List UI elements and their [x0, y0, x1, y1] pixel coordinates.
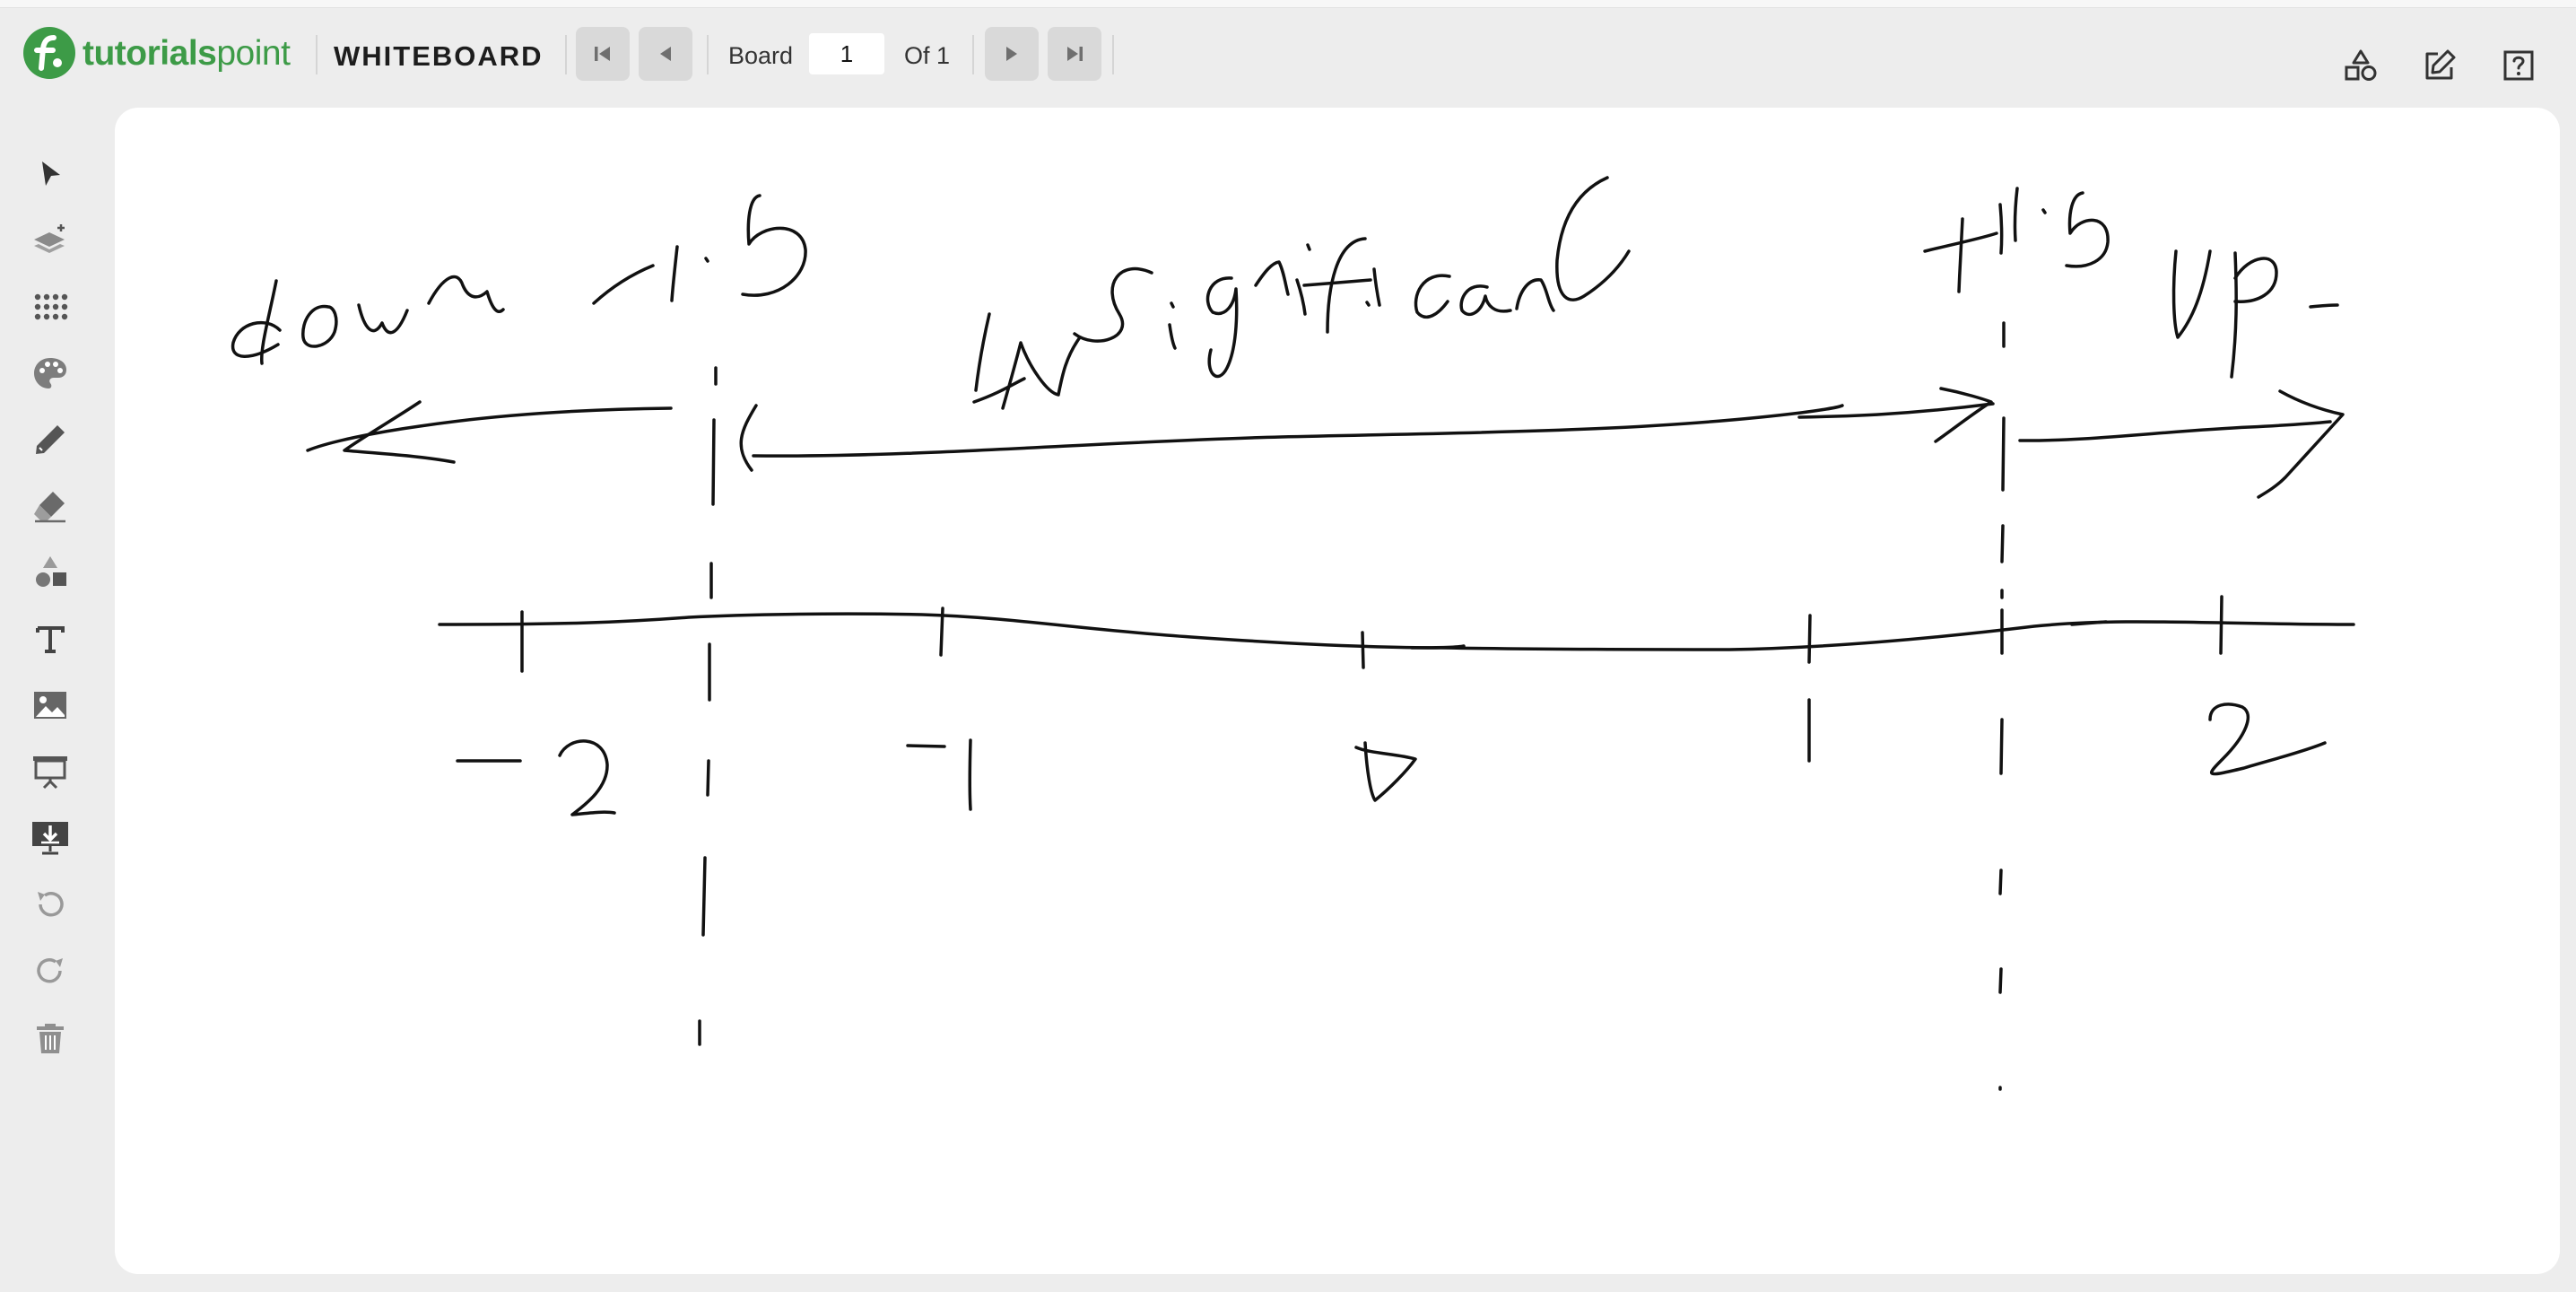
undo-icon: [38, 892, 64, 917]
edit-button[interactable]: [2415, 40, 2465, 91]
eraser-tool-button[interactable]: [25, 481, 75, 531]
header-divider: [565, 35, 567, 74]
board-number-input[interactable]: [809, 33, 884, 74]
clear-board-button[interactable]: [25, 1012, 75, 1062]
download-screen-icon: [32, 822, 68, 855]
header-toolbar: tutorialspoint WHITEBOARD Board Of 1: [0, 8, 2576, 98]
header-divider: [316, 35, 318, 74]
app-title: WHITEBOARD: [334, 40, 544, 72]
color-palette-icon: [34, 358, 66, 388]
dashed-line-plus-1-5: [1998, 321, 2006, 1091]
text-tool-button[interactable]: [25, 614, 75, 664]
layers-add-button[interactable]: [25, 215, 75, 266]
tick-label-2: [2208, 703, 2327, 776]
center-double-arrow-insignificant: [739, 387, 1995, 472]
presentation-tool-button[interactable]: [25, 746, 75, 797]
handwritten-insignificant-label: [972, 176, 1631, 410]
logo-wordmark: tutorialspoint: [83, 33, 291, 73]
logo-badge-icon: [23, 27, 75, 79]
board-label: Board: [728, 42, 794, 69]
window-bottom-edge: [0, 1278, 2576, 1292]
color-palette-button[interactable]: [25, 348, 75, 398]
play-back-icon: [660, 47, 671, 61]
help-button[interactable]: [2493, 40, 2544, 91]
header-divider: [707, 35, 709, 74]
number-line-axis: [438, 595, 2355, 673]
help-icon: [2503, 50, 2534, 81]
header-divider: [972, 35, 974, 74]
edit-icon: [2425, 49, 2456, 80]
left-arrow-down-region: [306, 400, 673, 464]
download-screen-button[interactable]: [25, 813, 75, 863]
shapes-icon: [36, 556, 66, 587]
first-board-button[interactable]: [576, 27, 630, 81]
skip-first-icon: [595, 47, 610, 61]
last-board-button[interactable]: [1048, 27, 1101, 81]
skip-last-icon: [1067, 47, 1083, 61]
handwritten-plus-1-5-label: [1923, 187, 2110, 293]
shapes-button[interactable]: [2336, 40, 2386, 91]
redo-button[interactable]: [25, 946, 75, 996]
tutorialspoint-logo[interactable]: tutorialspoint: [23, 26, 291, 80]
presentation-icon: [33, 756, 67, 790]
image-icon: [34, 692, 66, 719]
board-count-label: Of 1: [904, 42, 951, 69]
right-arrow-up-region: [2018, 389, 2345, 499]
tick-label-minus-2-digit: [558, 739, 616, 816]
shapes-tool-button[interactable]: [25, 547, 75, 598]
eraser-icon: [34, 492, 65, 523]
whiteboard-canvas[interactable]: [115, 108, 2560, 1274]
pencil-icon: [36, 425, 65, 454]
layers-add-icon: [34, 224, 65, 253]
axis-tick-labels: [456, 698, 2327, 816]
tick-label-0: [1354, 741, 1417, 802]
redo-icon: [37, 958, 63, 983]
previous-board-button[interactable]: [639, 27, 692, 81]
freehand-drawing: [231, 176, 2355, 1091]
play-forward-icon: [1006, 47, 1017, 61]
image-tool-button[interactable]: [25, 680, 75, 730]
trash-icon: [37, 1024, 64, 1053]
shapes-icon: [2345, 49, 2377, 81]
dot-grid-icon: [34, 293, 68, 320]
window-top-edge: [0, 0, 2576, 8]
pencil-tool-button[interactable]: [25, 415, 75, 465]
header-divider: [1112, 35, 1114, 74]
handwritten-minus-1-5-label: [592, 194, 807, 305]
text-icon: [36, 626, 65, 653]
dot-grid-button[interactable]: [25, 282, 75, 332]
next-board-button[interactable]: [985, 27, 1039, 81]
handwritten-up-label: [2171, 249, 2339, 379]
dashed-line-minus-1-5: [698, 366, 718, 1046]
select-tool-button[interactable]: [25, 149, 75, 199]
handwritten-down-label: [231, 275, 505, 365]
select-pointer-icon: [42, 162, 60, 186]
undo-button[interactable]: [25, 879, 75, 930]
